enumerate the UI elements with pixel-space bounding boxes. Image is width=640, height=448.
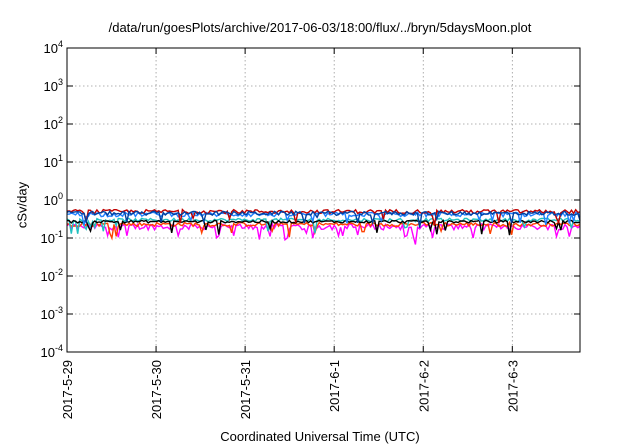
series-line bbox=[66, 219, 581, 236]
y-tick-label: 103 bbox=[44, 77, 63, 94]
y-tick-label: 10-2 bbox=[41, 267, 63, 284]
y-tick-label: 102 bbox=[44, 115, 63, 132]
chart-title: /data/run/goesPlots/archive/2017-06-03/1… bbox=[108, 20, 532, 35]
y-tick-label: 104 bbox=[44, 39, 63, 56]
y-tick-label: 10-4 bbox=[41, 343, 63, 360]
series-group bbox=[66, 208, 581, 245]
y-tick-label: 101 bbox=[44, 153, 63, 170]
series-line bbox=[66, 209, 581, 228]
grid bbox=[67, 48, 580, 352]
series-line bbox=[66, 208, 581, 226]
y-tick-label: 10-1 bbox=[41, 229, 63, 246]
series-line bbox=[66, 220, 581, 241]
x-tick-label: 2017-6-1 bbox=[327, 360, 342, 412]
x-tick-label: 2017-5-31 bbox=[238, 360, 253, 419]
x-tick-label: 2017-5-30 bbox=[149, 360, 164, 419]
x-tick-label: 2017-6-3 bbox=[505, 360, 520, 412]
series-line bbox=[66, 221, 581, 245]
x-axis-label: Coordinated Universal Time (UTC) bbox=[220, 429, 420, 444]
ticks: 104 103 102 101 100 10-1 10-2 10-3 10-42017-5-29… bbox=[41, 39, 580, 419]
y-tick-label: 10-3 bbox=[41, 305, 63, 322]
y-tick-label: 100 bbox=[44, 191, 63, 208]
x-tick-label: 2017-6-2 bbox=[416, 360, 431, 412]
x-tick-label: 2017-5-29 bbox=[60, 360, 75, 419]
